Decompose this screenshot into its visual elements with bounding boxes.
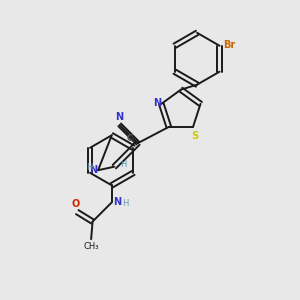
- Text: N: N: [89, 165, 97, 175]
- Text: C: C: [127, 134, 133, 143]
- Text: H: H: [122, 200, 129, 208]
- Text: O: O: [71, 199, 80, 209]
- Text: N: N: [153, 98, 161, 108]
- Text: Br: Br: [223, 40, 235, 50]
- Text: N: N: [113, 197, 121, 207]
- Text: H: H: [86, 163, 92, 172]
- Text: N: N: [116, 112, 124, 122]
- Text: CH₃: CH₃: [83, 242, 99, 251]
- Text: S: S: [191, 131, 198, 141]
- Text: H: H: [120, 160, 126, 169]
